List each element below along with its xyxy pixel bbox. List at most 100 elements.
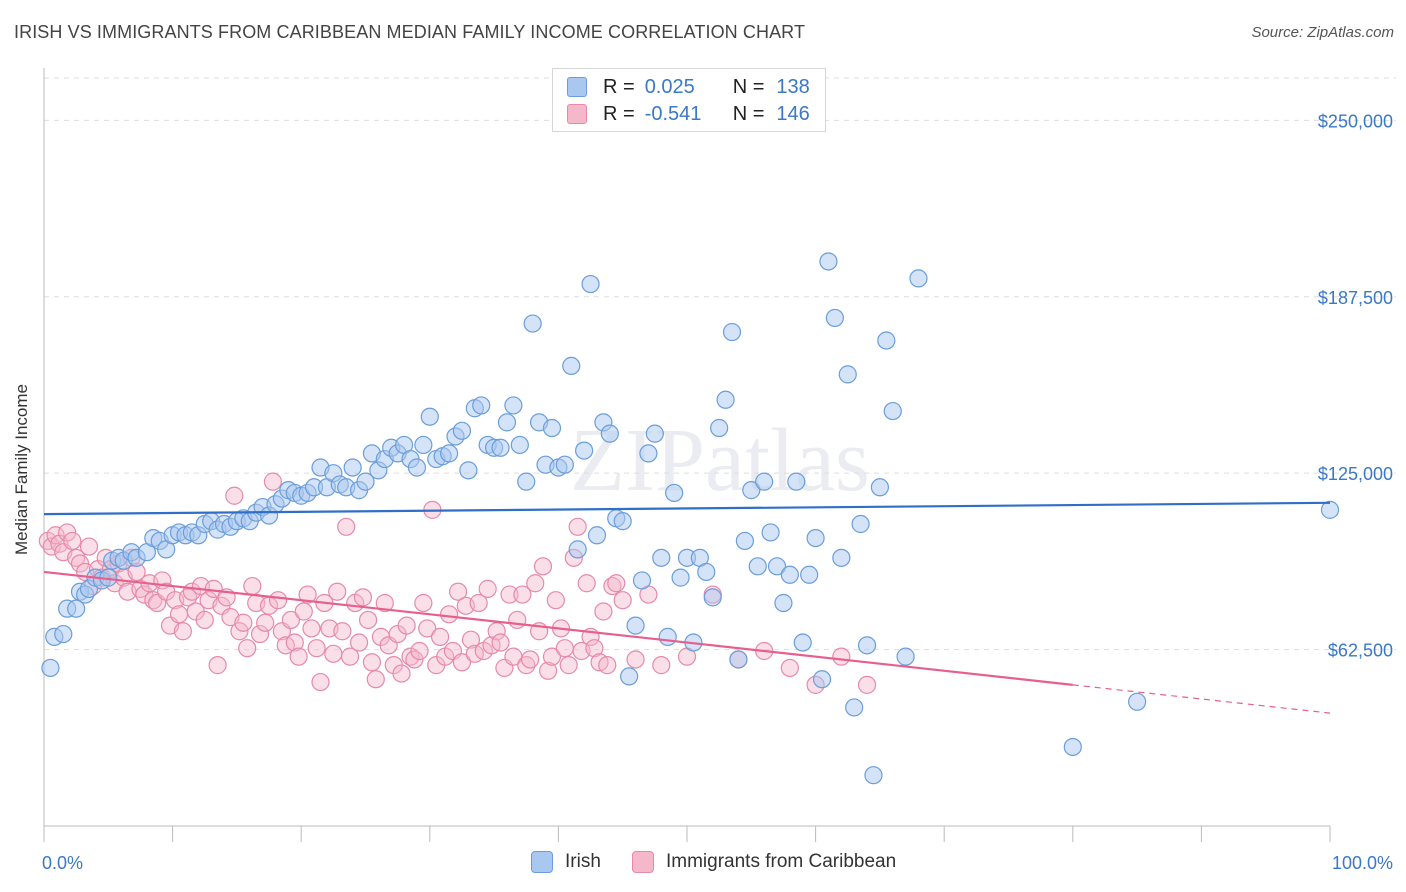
n-value: 146 [776, 102, 810, 125]
data-point-caribbean [263, 472, 283, 491]
data-point-irish [845, 698, 864, 717]
data-point-caribbean [652, 656, 671, 675]
data-point-caribbean [508, 610, 527, 630]
data-point-irish [755, 472, 774, 491]
caribbean-trend-extension [1072, 684, 1331, 714]
data-point-irish [851, 514, 870, 534]
data-point-irish [41, 658, 60, 678]
data-point-caribbean [353, 588, 373, 607]
data-point-irish [780, 565, 799, 584]
data-point-caribbean [392, 664, 411, 683]
data-point-irish [742, 481, 761, 500]
data-point-irish [787, 472, 806, 491]
data-point-caribbean [405, 650, 424, 669]
y-tick-label: $187,500 [1318, 288, 1393, 308]
data-point-irish [542, 418, 562, 438]
data-point-irish [671, 568, 690, 587]
data-point-caribbean [169, 605, 189, 624]
data-point-irish [414, 435, 433, 455]
data-point-irish [819, 252, 838, 271]
data-point-caribbean [268, 591, 288, 610]
data-point-caribbean [230, 622, 249, 641]
data-point-irish [857, 636, 877, 655]
caribbean-trend-line [43, 570, 1073, 686]
data-point-irish [639, 444, 658, 463]
data-point-caribbean [546, 591, 565, 610]
data-point-caribbean [256, 613, 275, 632]
data-point-caribbean [491, 633, 510, 652]
legend-label-caribbean: Immigrants from Caribbean [666, 851, 897, 872]
r-label: R = [603, 75, 635, 98]
r-value: 0.025 [644, 75, 695, 98]
data-point-caribbean [542, 647, 562, 666]
data-point-caribbean [832, 647, 851, 666]
data-point-irish [459, 461, 478, 480]
data-point-irish [1320, 500, 1340, 519]
data-point-caribbean [337, 517, 356, 536]
data-point-caribbean [430, 627, 450, 646]
data-point-caribbean [555, 639, 574, 658]
grid-lines [44, 77, 1396, 651]
trend-lines [43, 501, 1331, 714]
legend-row-caribbean: R = -0.541 N = 146 [567, 101, 810, 127]
data-point-irish [581, 274, 600, 294]
data-point-caribbean [857, 675, 877, 694]
data-point-irish [497, 413, 517, 432]
data-point-caribbean [469, 593, 488, 613]
data-point-irish [632, 571, 652, 590]
data-point-caribbean [243, 576, 262, 596]
data-point-irish [812, 670, 832, 689]
data-point-irish [761, 523, 780, 542]
data-point-irish [568, 540, 587, 559]
data-point-caribbean [58, 523, 77, 542]
data-point-irish [439, 444, 459, 463]
irish-points [41, 252, 1340, 785]
data-point-irish [575, 441, 594, 460]
data-point-irish [523, 314, 542, 333]
data-point-caribbean [607, 574, 626, 593]
data-point-caribbean [559, 656, 578, 675]
data-point-caribbean [375, 593, 394, 613]
legend-row-irish: R = 0.025 N = 138 [567, 74, 810, 100]
data-point-irish [510, 435, 529, 455]
data-point-irish [909, 269, 928, 288]
data-point-irish [517, 472, 536, 491]
legend-item-irish[interactable]: Irish [531, 851, 601, 873]
data-point-irish [491, 438, 510, 457]
data-point-caribbean [414, 593, 433, 613]
irish-trend-line [43, 501, 1331, 516]
data-point-caribbean [208, 656, 227, 675]
legend-item-caribbean[interactable]: Immigrants from Caribbean [632, 851, 896, 873]
data-point-irish [896, 647, 915, 666]
data-point-irish [658, 627, 677, 646]
data-point-irish [793, 633, 812, 652]
data-point-caribbean [585, 639, 604, 658]
data-point-caribbean [780, 658, 799, 678]
data-point-caribbean [613, 591, 632, 610]
data-point-irish [703, 588, 722, 607]
data-point-caribbean [285, 633, 304, 652]
data-point-caribbean [397, 616, 416, 635]
y-tick-label: $62,500 [1328, 641, 1393, 661]
data-point-irish [407, 458, 427, 477]
data-point-caribbean [452, 653, 472, 672]
data-point-caribbean [500, 585, 519, 604]
data-point-caribbean [135, 585, 154, 604]
data-point-irish [555, 455, 574, 474]
data-point-caribbean [526, 574, 545, 593]
data-point-irish [710, 418, 729, 438]
data-point-caribbean [362, 653, 382, 672]
data-point-caribbean [250, 624, 270, 644]
data-point-irish [806, 528, 825, 548]
data-point-caribbean [234, 613, 253, 632]
data-point-irish [697, 562, 716, 582]
data-point-irish [665, 483, 684, 503]
data-point-caribbean [340, 647, 360, 666]
data-point-irish [870, 478, 890, 497]
data-point-irish [504, 396, 523, 415]
data-point-caribbean [298, 585, 317, 604]
data-point-caribbean [533, 557, 553, 576]
data-point-irish [716, 390, 735, 409]
data-point-caribbean [439, 605, 459, 624]
